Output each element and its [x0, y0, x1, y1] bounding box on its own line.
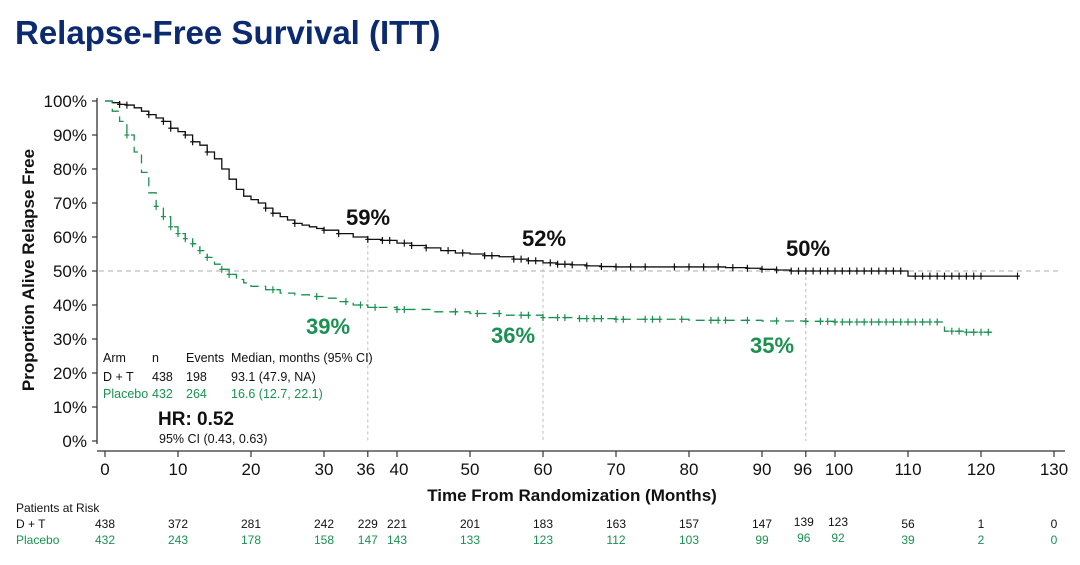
legend-median: 16.6 (12.7, 22.1) — [231, 387, 323, 401]
risk-value: 147 — [358, 533, 378, 547]
x-tick-label: 60 — [534, 460, 553, 479]
curve-placebo — [105, 100, 992, 333]
risk-value: 92 — [831, 531, 845, 545]
legend-header: n — [152, 351, 159, 365]
x-tick-label: 50 — [461, 460, 480, 479]
annotation-52pct: 52% — [522, 226, 566, 251]
risk-value: 242 — [314, 517, 334, 531]
legend-arm: Placebo — [103, 387, 148, 401]
annotation-35pct: 35% — [750, 333, 794, 358]
risk-value: 372 — [168, 517, 188, 531]
survival-curves — [105, 100, 1020, 336]
risk-row-label: Placebo — [16, 533, 60, 547]
legend-median: 93.1 (47.9, NA) — [231, 370, 316, 384]
y-tick-label: 10% — [53, 398, 87, 417]
risk-value: 0 — [1051, 517, 1058, 531]
y-tick-label: 50% — [53, 262, 87, 281]
risk-value: 243 — [168, 533, 188, 547]
risk-value: 96 — [797, 531, 811, 545]
legend-events: 198 — [186, 370, 207, 384]
y-tick-label: 40% — [53, 296, 87, 315]
legend: Arm n Events Median, months (95% CI) D + T 43… — [103, 351, 373, 446]
hazard-ratio: HR: 0.52 — [158, 409, 234, 430]
risk-value: 139 — [794, 515, 814, 529]
legend-header: Arm — [103, 351, 126, 365]
y-tick-label: 90% — [53, 126, 87, 145]
legend-arm: D + T — [103, 370, 134, 384]
reference-lines — [99, 239, 1062, 441]
legend-n: 432 — [152, 387, 173, 401]
legend-n: 438 — [152, 370, 173, 384]
risk-value: 0 — [1051, 533, 1058, 547]
risk-value: 99 — [755, 533, 769, 547]
risk-value: 56 — [901, 517, 915, 531]
y-tick-label: 0% — [62, 432, 87, 451]
x-tick-label: 20 — [242, 460, 261, 479]
legend-events: 264 — [186, 387, 207, 401]
hazard-ratio-ci: 95% CI (0.43, 0.63) — [159, 432, 267, 446]
risk-value: 147 — [752, 517, 772, 531]
axes: 0% 10% 20% 30% 40% 50% 60% 70% 80% 90% 100% 0 10 20 30… — [44, 92, 1069, 479]
x-tick-label: 130 — [1040, 460, 1068, 479]
risk-value: 103 — [679, 533, 699, 547]
risk-value: 39 — [901, 533, 915, 547]
x-tick-label: 0 — [100, 460, 109, 479]
x-tick-label: 100 — [825, 460, 853, 479]
risk-value: 438 — [95, 517, 115, 531]
x-tick-label: 40 — [390, 460, 409, 479]
risk-value: 229 — [358, 517, 378, 531]
page-title: Relapse-Free Survival (ITT) — [15, 14, 441, 51]
x-tick-label: 30 — [315, 460, 334, 479]
y-axis-title: Proportion Alive Relapse Free — [19, 149, 38, 391]
x-tick-label: 10 — [169, 460, 188, 479]
risk-value: 221 — [387, 517, 407, 531]
y-tick-label: 100% — [44, 92, 87, 111]
risk-value: 1 — [978, 517, 985, 531]
risk-value: 183 — [533, 517, 553, 531]
risk-value: 158 — [314, 533, 334, 547]
x-axis-title: Time From Randomization (Months) — [427, 486, 717, 505]
annotation-59pct: 59% — [346, 205, 390, 230]
risk-value: 123 — [828, 515, 848, 529]
annotation-36pct: 36% — [491, 323, 535, 348]
annotation-50pct: 50% — [786, 236, 830, 261]
x-tick-label: 96 — [793, 460, 812, 479]
risk-value: 157 — [679, 517, 699, 531]
risk-value: 178 — [241, 533, 261, 547]
x-tick-label: 120 — [967, 460, 995, 479]
risk-value: 112 — [606, 533, 625, 547]
risk-value: 201 — [460, 517, 480, 531]
risk-value: 123 — [533, 533, 553, 547]
legend-header: Median, months (95% CI) — [231, 351, 373, 365]
risk-value: 432 — [95, 533, 115, 547]
risk-table-title: Patients at Risk — [16, 501, 100, 515]
risk-value: 281 — [241, 517, 261, 531]
legend-header: Events — [186, 351, 224, 365]
annotation-39pct: 39% — [306, 314, 350, 339]
risk-row-label: D + T — [16, 517, 46, 531]
x-tick-label: 80 — [680, 460, 699, 479]
x-tick-label: 70 — [607, 460, 626, 479]
x-tick-label: 36 — [356, 460, 375, 479]
risk-value: 143 — [387, 533, 407, 547]
risk-table: Patients at Risk D + T 438 372 281 242 229 221 2… — [16, 501, 1058, 547]
y-tick-label: 70% — [53, 194, 87, 213]
risk-value: 2 — [978, 533, 985, 547]
x-tick-label: 90 — [753, 460, 772, 479]
y-tick-label: 30% — [53, 330, 87, 349]
annotations: 59% 52% 50% 39% 36% 35% — [306, 205, 830, 358]
risk-value: 163 — [606, 517, 626, 531]
x-tick-label: 110 — [894, 460, 921, 479]
y-tick-label: 80% — [53, 160, 87, 179]
risk-value: 133 — [460, 533, 480, 547]
y-tick-label: 60% — [53, 228, 87, 247]
y-tick-label: 20% — [53, 364, 87, 383]
